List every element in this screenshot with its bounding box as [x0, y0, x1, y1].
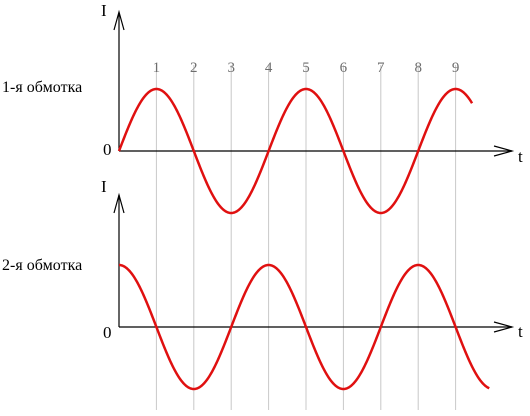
tick-label-7: 7: [377, 60, 385, 76]
tick-label-1: 1: [153, 60, 161, 76]
bottom-origin-label: 0: [103, 323, 112, 342]
winding-1-label: 1-я обмотка: [2, 79, 82, 96]
bottom-x-arrowhead: [493, 321, 515, 333]
winding-1-current-curve: [117, 87, 474, 215]
vertical-gridlines: [155, 65, 457, 410]
tick-labels: 1 2 3 4 5 6 7 8 9: [153, 60, 460, 76]
top-y-arrowhead: [113, 9, 125, 31]
tick-label-4: 4: [265, 60, 273, 76]
bottom-y-arrowhead: [113, 192, 125, 214]
tick-label-3: 3: [227, 60, 235, 76]
top-x-axis-label: t: [518, 147, 523, 166]
bottom-x-axis-label: t: [518, 322, 523, 341]
tick-label-9: 9: [452, 60, 460, 76]
tick-label-6: 6: [340, 60, 348, 76]
top-x-arrowhead: [493, 145, 515, 157]
tick-label-5: 5: [302, 60, 310, 76]
winding-2-label: 2-я обмотка: [2, 257, 82, 274]
top-origin-label: 0: [103, 140, 112, 159]
axes: [113, 9, 515, 333]
winding-2-current-curve: [118, 263, 490, 391]
tick-label-2: 2: [190, 60, 198, 76]
bottom-y-axis-label: I: [101, 177, 107, 196]
top-y-axis-label: I: [101, 1, 107, 20]
tick-label-8: 8: [414, 60, 422, 76]
